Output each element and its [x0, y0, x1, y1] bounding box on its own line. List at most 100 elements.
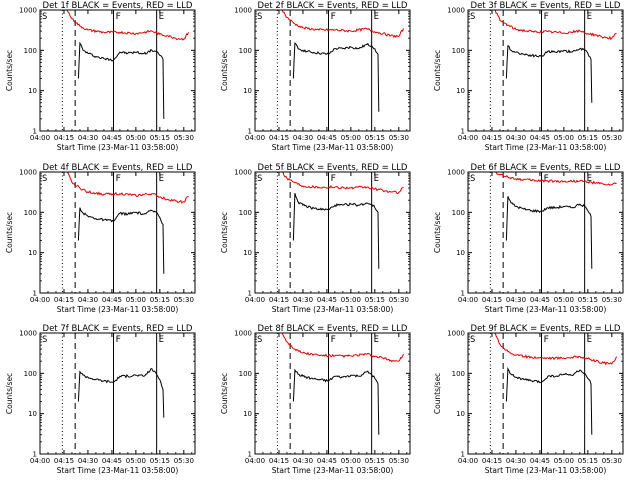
phase-marker-e: E — [587, 335, 592, 345]
x-tick-label: 04:30 — [293, 296, 313, 304]
x-axis-label: Start Time (23-Mar-11 03:58:00) — [57, 143, 179, 152]
x-axis-label: Start Time (23-Mar-11 03:58:00) — [272, 466, 394, 475]
y-axis-label: Counts/sec — [5, 50, 14, 91]
y-tick-label: 100 — [24, 47, 37, 55]
x-axis-label: Start Time (23-Mar-11 03:58:00) — [272, 305, 394, 314]
series-events-line — [77, 368, 165, 418]
y-tick-label: 1000 — [447, 169, 465, 177]
x-tick-label: 04:30 — [506, 134, 526, 142]
phase-marker-s: S — [257, 174, 262, 184]
y-tick-label: 1000 — [234, 169, 252, 177]
phase-marker-f: F — [116, 12, 121, 22]
x-tick-label: 05:00 — [126, 134, 146, 142]
y-tick-label: 1000 — [234, 330, 252, 338]
panel-title: Det 3f BLACK = Events, RED = LLD — [471, 1, 621, 11]
x-tick-label: 05:15 — [365, 134, 385, 142]
y-tick-label: 10 — [28, 410, 37, 418]
x-tick-label: 04:45 — [317, 296, 337, 304]
x-axis-label: Start Time (23-Mar-11 03:58:00) — [57, 305, 179, 314]
x-tick-label: 04:45 — [530, 296, 550, 304]
x-tick-label: 04:30 — [293, 134, 313, 142]
x-tick-label: 05:30 — [602, 457, 622, 465]
y-tick-label: 100 — [239, 47, 252, 55]
y-axis-label: Counts/sec — [433, 50, 442, 91]
x-tick-label: 04:15 — [54, 457, 74, 465]
plot-frame — [254, 171, 411, 294]
x-tick-label: 04:30 — [293, 457, 313, 465]
x-tick-label: 04:00 — [458, 134, 478, 142]
phase-marker-e: E — [587, 12, 592, 22]
x-tick-label: 05:15 — [150, 296, 170, 304]
y-tick-label: 100 — [239, 370, 252, 378]
plot-frame — [467, 171, 624, 294]
phase-marker-f: F — [116, 174, 121, 184]
x-tick-label: 04:45 — [317, 457, 337, 465]
x-tick-label: 05:15 — [365, 457, 385, 465]
x-tick-label: 04:45 — [102, 457, 122, 465]
x-tick-label: 05:15 — [150, 134, 170, 142]
panel-title: Det 6f BLACK = Events, RED = LLD — [471, 163, 621, 173]
series-lld-line — [494, 332, 618, 366]
y-axis-label: Counts/sec — [220, 373, 229, 414]
x-tick-label: 04:00 — [30, 296, 50, 304]
phase-marker-f: F — [544, 12, 549, 22]
y-tick-label: 1 — [248, 451, 252, 459]
phase-marker-f: F — [544, 174, 549, 184]
x-tick-label: 04:15 — [269, 457, 289, 465]
y-axis-label: Counts/sec — [433, 373, 442, 414]
panel-2: Det 2f BLACK = Events, RED = LLD Counts/s… — [220, 1, 411, 152]
series-lld-line — [281, 332, 405, 363]
x-tick-label: 05:15 — [578, 296, 598, 304]
x-axis-label: Start Time (23-Mar-11 03:58:00) — [57, 466, 179, 475]
phase-marker-f: F — [331, 174, 336, 184]
x-tick-label: 04:45 — [530, 457, 550, 465]
plot-frame — [467, 332, 624, 455]
phase-marker-s: S — [470, 335, 475, 345]
series-events-line — [292, 192, 380, 269]
y-tick-label: 100 — [24, 370, 37, 378]
x-tick-label: 04:30 — [78, 134, 98, 142]
x-tick-label: 04:15 — [54, 296, 74, 304]
series-events-line — [292, 368, 380, 435]
x-tick-label: 05:30 — [389, 296, 409, 304]
x-tick-label: 04:15 — [482, 457, 502, 465]
phase-marker-f: F — [116, 335, 121, 345]
x-tick-label: 04:45 — [317, 134, 337, 142]
phase-marker-e: E — [159, 12, 164, 22]
y-tick-label: 1 — [248, 290, 252, 298]
x-axis-label: Start Time (23-Mar-11 03:58:00) — [272, 143, 394, 152]
phase-marker-s: S — [42, 12, 47, 22]
y-tick-label: 1000 — [19, 7, 37, 15]
x-tick-label: 05:30 — [174, 134, 194, 142]
y-tick-label: 1 — [461, 128, 465, 136]
x-tick-label: 05:00 — [341, 296, 361, 304]
y-axis-label: Counts/sec — [433, 212, 442, 253]
x-tick-label: 04:00 — [245, 296, 265, 304]
series-lld-line — [281, 171, 404, 195]
plot-frame — [39, 332, 196, 455]
phase-marker-s: S — [42, 174, 47, 184]
phase-marker-f: F — [331, 12, 336, 22]
x-tick-label: 05:30 — [602, 134, 622, 142]
phase-marker-e: E — [159, 335, 164, 345]
x-tick-label: 04:00 — [458, 457, 478, 465]
x-tick-label: 05:00 — [554, 134, 574, 142]
x-tick-label: 05:00 — [554, 296, 574, 304]
series-events-line — [77, 41, 165, 119]
x-tick-label: 05:15 — [150, 457, 170, 465]
plot-frame — [254, 9, 411, 132]
x-tick-label: 05:15 — [578, 457, 598, 465]
panel-title: Det 1f BLACK = Events, RED = LLD — [43, 1, 193, 11]
x-tick-label: 05:15 — [578, 134, 598, 142]
series-lld-line — [281, 9, 405, 39]
y-tick-label: 10 — [243, 410, 252, 418]
y-tick-label: 1 — [248, 128, 252, 136]
x-tick-label: 04:45 — [102, 134, 122, 142]
phase-marker-s: S — [470, 12, 475, 22]
series-lld-line — [66, 171, 189, 204]
x-axis-label: Start Time (23-Mar-11 03:58:00) — [485, 305, 607, 314]
series-events-line — [505, 366, 593, 435]
x-tick-label: 05:00 — [554, 457, 574, 465]
panel-3: Det 3f BLACK = Events, RED = LLD Counts/s… — [433, 1, 624, 152]
x-tick-label: 04:30 — [78, 296, 98, 304]
